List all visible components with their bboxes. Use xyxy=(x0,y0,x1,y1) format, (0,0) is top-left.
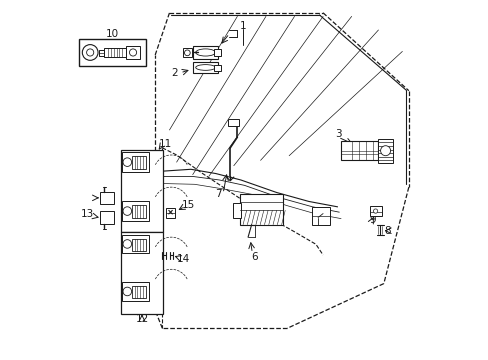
Bar xyxy=(132,239,146,251)
Bar xyxy=(228,119,239,126)
Bar xyxy=(122,202,149,221)
Text: 4: 4 xyxy=(269,214,276,224)
Bar xyxy=(214,65,220,71)
Bar xyxy=(100,211,114,224)
Circle shape xyxy=(184,50,190,56)
Circle shape xyxy=(380,146,390,156)
Bar xyxy=(183,48,192,58)
Circle shape xyxy=(129,49,136,56)
Bar xyxy=(122,282,149,301)
Ellipse shape xyxy=(195,49,215,56)
Bar xyxy=(99,50,103,56)
Text: 1: 1 xyxy=(239,21,245,31)
Bar xyxy=(378,139,392,163)
Text: 15: 15 xyxy=(181,200,194,210)
Text: 12: 12 xyxy=(135,314,148,324)
Circle shape xyxy=(86,49,94,56)
Bar xyxy=(121,232,163,314)
Circle shape xyxy=(373,209,377,213)
Ellipse shape xyxy=(195,64,215,70)
Bar xyxy=(312,207,329,225)
Bar xyxy=(165,207,175,217)
Bar xyxy=(100,192,114,204)
Text: 3: 3 xyxy=(334,129,341,139)
Bar xyxy=(122,153,149,172)
Bar xyxy=(121,150,163,232)
Text: 9: 9 xyxy=(369,215,376,225)
Bar xyxy=(192,46,218,59)
Text: 8: 8 xyxy=(383,226,390,236)
Text: 2: 2 xyxy=(171,68,178,78)
Bar xyxy=(132,205,146,218)
Bar xyxy=(214,49,221,56)
Bar xyxy=(122,235,149,253)
Circle shape xyxy=(123,158,131,166)
Circle shape xyxy=(123,287,131,296)
Text: 5: 5 xyxy=(323,218,329,228)
Bar xyxy=(125,46,140,59)
Circle shape xyxy=(82,45,98,60)
Text: 13: 13 xyxy=(81,209,94,219)
Bar xyxy=(340,141,378,160)
Bar xyxy=(233,203,241,217)
Bar xyxy=(132,157,146,169)
Text: 10: 10 xyxy=(105,28,119,39)
Text: 6: 6 xyxy=(251,252,257,262)
Bar xyxy=(104,48,125,57)
Text: 14: 14 xyxy=(177,254,190,264)
Circle shape xyxy=(123,207,131,215)
Bar xyxy=(80,39,145,66)
Bar xyxy=(132,286,146,298)
Bar xyxy=(369,206,381,216)
Bar xyxy=(240,194,283,225)
Text: 11: 11 xyxy=(158,139,171,149)
Circle shape xyxy=(123,240,131,248)
Text: 7: 7 xyxy=(215,189,222,199)
Bar xyxy=(192,62,218,73)
